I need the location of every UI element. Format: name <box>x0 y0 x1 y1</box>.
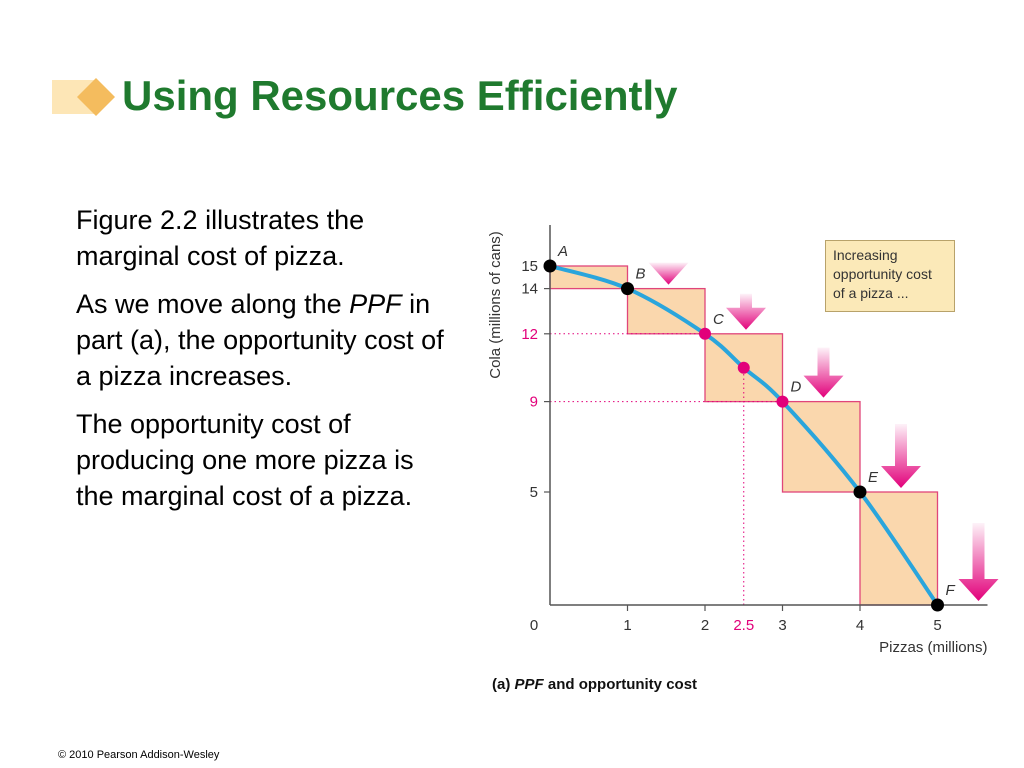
x-axis-title: Pizzas (millions) <box>879 639 987 656</box>
y-tick-label: 12 <box>521 326 538 343</box>
cost-arrow <box>881 424 921 488</box>
ppf-point <box>543 259 557 273</box>
x-tick-label: 2 <box>701 617 709 634</box>
x-tick-label: 3 <box>778 617 786 634</box>
y-tick-label: 9 <box>530 394 538 411</box>
x-tick-label: 0 <box>530 617 538 634</box>
callout-line-1: Increasing <box>833 247 898 263</box>
paragraph-2-start: As we move along the <box>76 289 350 319</box>
caption-part-label: (a) <box>492 676 511 693</box>
paragraph-2: As we move along the PPF in part (a), th… <box>76 286 448 394</box>
ppf-point <box>853 485 867 499</box>
point-label: C <box>713 311 724 328</box>
copyright-notice: © 2010 Pearson Addison-Wesley <box>58 749 220 761</box>
body-text: Figure 2.2 illustrates the marginal cost… <box>76 202 448 526</box>
figure-caption: (a) PPF and opportunity cost <box>492 676 697 693</box>
x-tick-label: 4 <box>856 617 864 634</box>
title-diamond-icon <box>52 78 115 116</box>
y-tick-label: 14 <box>521 281 538 298</box>
caption-ppf: PPF <box>514 676 544 693</box>
caption-rest: and opportunity cost <box>547 676 698 693</box>
paragraph-3: The opportunity cost of producing one mo… <box>76 409 414 511</box>
paragraph-2-end: in part (a), the opportunity cost of a p… <box>76 289 444 391</box>
point-label: E <box>868 469 879 486</box>
ppf-point <box>699 327 711 340</box>
ppf-point <box>621 282 634 296</box>
callout-line-3: of a pizza ... <box>833 285 909 301</box>
x-tick-label: 2.5 <box>733 617 754 634</box>
cost-arrow <box>648 262 689 285</box>
point-label: A <box>557 243 568 260</box>
ppf-point <box>776 395 789 408</box>
point-label: D <box>791 379 802 396</box>
y-tick-label: 15 <box>521 258 538 275</box>
cost-arrow <box>803 347 844 398</box>
cost-arrow <box>958 523 999 601</box>
x-tick-label: 1 <box>623 617 631 634</box>
point-label: F <box>946 582 956 599</box>
cost-arrow <box>726 293 766 330</box>
slide-title: Using Resources Efficiently <box>122 72 678 119</box>
x-tick-label: 5 <box>933 617 941 634</box>
point-label: B <box>636 266 646 283</box>
increasing-cost-callout: Increasing opportunity cost of a pizza .… <box>825 240 955 312</box>
ppf-point <box>931 598 944 612</box>
paragraph-1: Figure 2.2 illustrates the marginal cost… <box>76 205 365 271</box>
y-axis-title: Cola (millions of cans) <box>487 231 504 379</box>
y-tick-label: 5 <box>530 484 538 501</box>
callout-line-2: opportunity cost <box>833 266 932 282</box>
ppf-point <box>737 361 750 374</box>
ppf-term: PPF <box>349 289 402 319</box>
